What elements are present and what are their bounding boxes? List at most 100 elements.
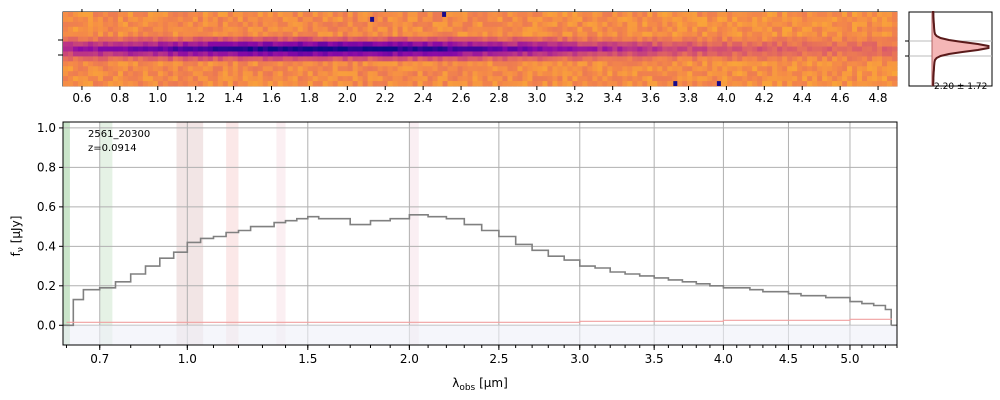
heatmap-cell [77,76,84,82]
heatmap-cell [152,36,159,42]
heatmap-cell [767,16,773,23]
heatmap-cell [87,12,94,18]
heatmap-cell [347,46,354,52]
heatmap-cell [567,12,573,18]
heatmap-cell [432,61,438,67]
heatmap-cell [852,21,858,28]
heatmap-cell [867,21,873,28]
heatmap-cell [567,66,573,72]
heatmap-cell [63,26,69,33]
heatmap-cell [387,66,393,72]
heatmap-cell [192,76,199,82]
heatmap-cell [347,81,354,87]
heatmap-cell [407,61,413,67]
heatmap-cell [67,71,74,77]
heatmap-cell [517,56,523,62]
heatmap-cell [87,36,94,42]
heatmap-cell [67,61,74,67]
heatmap-cell [382,51,389,57]
heatmap-cell [232,41,239,47]
heatmap-cell [332,61,339,67]
heatmap-cell [787,56,793,62]
heatmap-cell [337,12,344,18]
heatmap-cell [292,36,299,42]
heatmap-cell [307,81,314,87]
heatmap-cell [107,46,114,52]
heatmap-cell [792,21,798,28]
heatmap-cell [867,81,873,87]
heatmap-cell [707,71,713,77]
heatmap-cell [652,66,658,72]
heatmap-cell [457,76,463,82]
heatmap-cell [782,81,788,87]
heatmap-cell [63,51,69,57]
heatmap-cell [307,56,314,62]
heatmap-cell [352,21,359,28]
heatmap-cell [422,61,428,67]
heatmap-cell [307,12,314,18]
heatmap-cell [767,31,773,38]
heatmap-cell [63,36,69,42]
heatmap-cell [887,41,893,47]
heatmap-cell [572,36,578,42]
heatmap-cell [452,16,458,23]
heatmap-cell [67,76,74,82]
heatmap-cell [217,21,224,28]
heatmap-cell [337,76,344,82]
heatmap-cell [172,61,179,67]
heatmap-cell [777,66,783,72]
heatmap-cell [182,51,189,57]
heatmap-cell [862,66,868,72]
heatmap-cell [87,81,94,87]
heatmap-cell [742,81,748,87]
heatmap-cell [397,81,403,87]
heatmap-cell [582,26,588,33]
heatmap-cell [852,51,858,57]
heatmap-cell [92,46,99,52]
heatmap-cell [87,41,94,47]
heatmap-cell [122,12,129,18]
heatmap-cell [692,41,698,47]
heatmap-cell [202,46,209,52]
heatmap-cell [477,51,483,57]
spectrum-x-tick-label: 2.0 [400,352,419,366]
heatmap-cell [112,66,119,72]
heatmap-cell [822,56,828,62]
heatmap-cell [592,36,598,42]
heatmap-cell [397,41,403,47]
heatmap-cell [587,16,593,23]
heatmap-cell [237,71,244,77]
heatmap-cell [167,16,174,23]
heatmap-cell [832,66,838,72]
heatmap-cell [167,41,174,47]
heatmap-cell [212,56,219,62]
heatmap-cell [787,21,793,28]
heatmap-cell [497,16,503,23]
heatmap-cell [567,26,573,33]
heatmap-cell [562,71,568,77]
heatmap-cell [267,21,274,28]
heatmap-cell [662,76,668,82]
heatmap-cell [207,31,214,38]
heatmap-cell [577,71,583,77]
heatmap-cell [262,41,269,47]
panel-profile: 2.20 ± 1.72 [905,11,993,92]
heatmap-cell [717,36,723,42]
heatmap-cell [807,41,813,47]
heatmap-cell [182,31,189,38]
heatmap-cell [727,71,733,77]
heatmap-cell [152,26,159,33]
heatmap-cell [332,31,339,38]
heatmap-cell [627,36,633,42]
heatmap-cell [192,66,199,72]
heatmap-cell [622,46,628,52]
heatmap-cell [697,12,703,18]
heatmap-cell [632,71,638,77]
heatmap-cell [642,36,648,42]
heatmap-cell [497,76,503,82]
heatmap-cell [142,12,149,18]
heatmap-cell [842,46,848,52]
heatmap-cell [722,41,728,47]
heatmap-cell [762,21,768,28]
heatmap-cell [417,12,423,18]
